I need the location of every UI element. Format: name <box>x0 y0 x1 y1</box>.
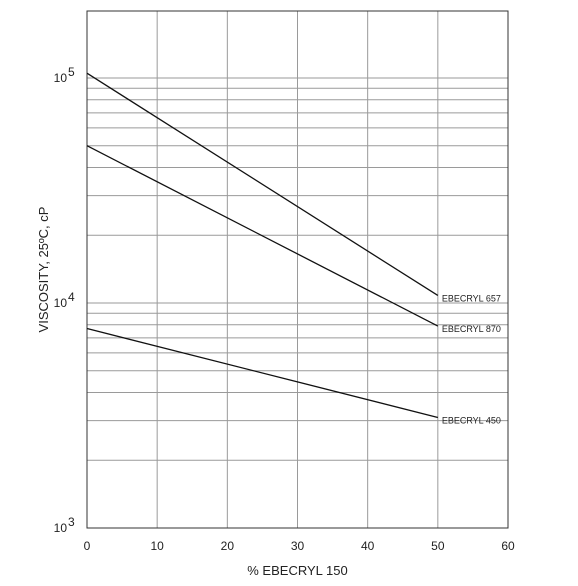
y-tick-label: 10 <box>54 521 68 535</box>
series-label-1: EBECRYL 657 <box>442 293 501 303</box>
series-line-3 <box>86 327 438 419</box>
x-tick-labels: 0 10 20 30 40 50 60 <box>84 539 515 553</box>
y-tick-label: 10 <box>54 296 68 310</box>
x-axis-title: % EBECRYL 150 <box>247 563 347 578</box>
y-axis-title: VISCOSITY, 25ºC, cP <box>36 207 51 333</box>
x-tick-label: 20 <box>221 539 235 553</box>
y-tick-label: 10 <box>54 71 68 85</box>
series-line-1 <box>86 72 439 297</box>
y-tick-exponent: 3 <box>68 515 75 529</box>
series-line-2 <box>86 145 439 327</box>
series-label-3: EBECRYL 450 <box>442 415 501 425</box>
series-label-2: EBECRYL 870 <box>442 324 501 334</box>
x-tick-label: 60 <box>501 539 515 553</box>
series-labels: EBECRYL 657 EBECRYL 870 EBECRYL 450 <box>442 293 501 425</box>
grid-lines <box>86 11 509 529</box>
x-tick-label: 10 <box>150 539 164 553</box>
x-tick-label: 40 <box>361 539 375 553</box>
series-lines <box>86 72 439 419</box>
x-tick-label: 50 <box>431 539 445 553</box>
x-tick-label: 0 <box>84 539 91 553</box>
y-tick-exponent: 4 <box>68 290 75 304</box>
x-tick-label: 30 <box>291 539 305 553</box>
plot-frame <box>86 10 509 529</box>
y-tick-exponent: 5 <box>68 65 75 79</box>
